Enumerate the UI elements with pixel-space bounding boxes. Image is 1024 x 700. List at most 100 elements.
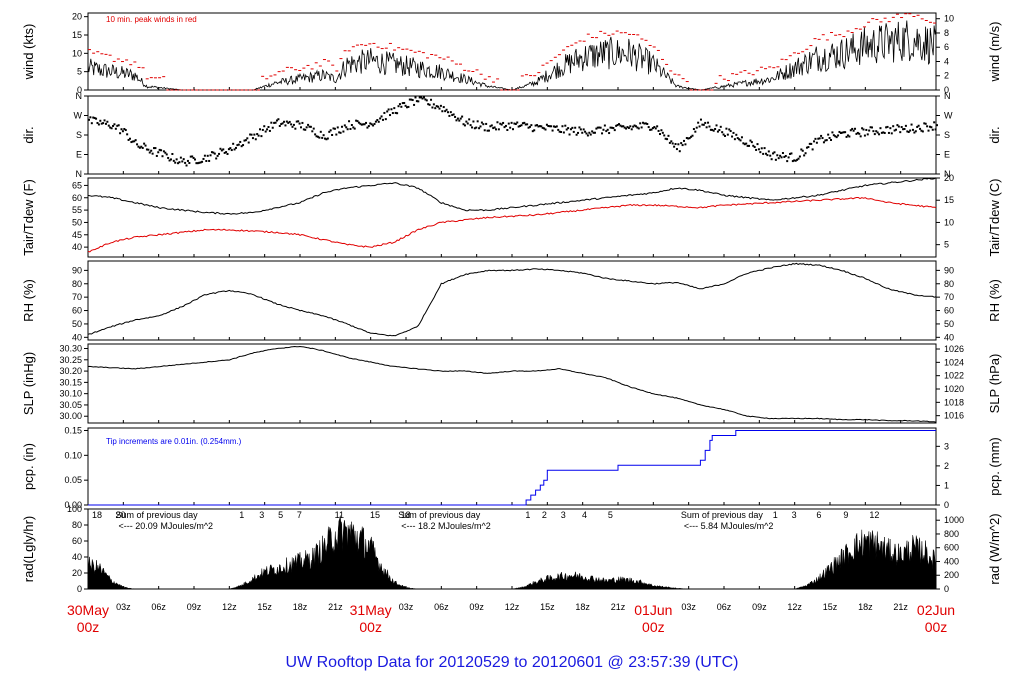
dir-point — [510, 121, 513, 124]
dir-point — [420, 96, 423, 99]
dir-point — [232, 142, 235, 145]
dir-point — [465, 120, 468, 123]
dir-point — [683, 139, 686, 142]
dir-point — [794, 159, 797, 162]
dir-point — [777, 157, 780, 160]
dir-point — [250, 133, 253, 136]
dir-point — [225, 151, 228, 154]
dir-point — [602, 128, 605, 131]
dir-point — [660, 129, 663, 132]
dir-point — [287, 121, 290, 124]
dir-point — [598, 126, 601, 129]
series-tdew — [87, 197, 937, 253]
rad-daily-total: <--- 20.09 MJoules/m^2 — [119, 521, 214, 531]
dir-point — [644, 122, 647, 125]
rad-hour-mark: 12 — [869, 510, 879, 520]
dir-point — [226, 152, 229, 155]
dir-point — [755, 148, 758, 151]
dir-point — [202, 157, 205, 160]
dir-point — [622, 125, 625, 128]
dir-point — [253, 133, 256, 136]
dir-point — [933, 121, 936, 124]
dir-point — [530, 124, 533, 127]
slp-ylabel: SLP (inHg) — [21, 352, 36, 415]
dir-point — [814, 137, 817, 140]
dir-point — [322, 134, 325, 137]
dir-point — [277, 118, 280, 121]
dir-point — [854, 127, 857, 130]
dir-point — [904, 124, 907, 127]
dir-point — [849, 129, 852, 132]
dir-point — [516, 121, 519, 124]
dir-point — [685, 136, 688, 139]
dir-point — [513, 122, 516, 125]
dir-point — [161, 155, 164, 158]
dir-point — [88, 118, 90, 121]
x-hour-label: 06z — [717, 602, 732, 612]
dir-point — [168, 159, 171, 162]
wind-ytick-label: 5 — [77, 67, 82, 77]
dir-point — [195, 162, 198, 165]
dir-point — [883, 132, 886, 135]
dir-point — [291, 125, 294, 128]
dir-point — [920, 129, 923, 132]
temp-ytick-label: 60 — [72, 193, 82, 203]
dir-point — [930, 126, 933, 129]
dir-point — [921, 130, 924, 133]
dir-point — [934, 128, 937, 131]
dir-point — [489, 125, 492, 128]
dir-point — [325, 138, 328, 141]
dir-point — [124, 129, 127, 132]
dir-point — [121, 130, 124, 133]
dir-point — [616, 124, 619, 127]
dir-point — [263, 125, 266, 128]
dir-point — [391, 112, 394, 115]
slp-ytick-right-label: 1016 — [944, 411, 964, 421]
dir-point — [811, 148, 814, 151]
rad-ytick-right-label: 1000 — [944, 515, 964, 525]
panel-rad: 02040608010002004006008001000rad(Lgly/hr… — [21, 504, 1002, 594]
dir-point — [381, 118, 384, 121]
dir-point — [893, 129, 896, 132]
dir-point — [119, 132, 122, 135]
dir-point — [319, 130, 322, 133]
dir-point — [359, 122, 362, 125]
dir-point — [259, 128, 262, 131]
dir-point — [240, 145, 243, 148]
dir-point — [191, 155, 194, 158]
panel-temp: 40 45 50 55 60 65 5 10 15 20 Tair/Tdew (F) Tair/Tde… — [21, 173, 1002, 258]
x-day-label: 31May — [350, 602, 392, 618]
dir-point — [757, 148, 760, 151]
dir-point — [742, 142, 745, 145]
dir-point — [209, 154, 212, 157]
dir-point — [882, 131, 885, 134]
dir-point — [545, 123, 548, 126]
dir-point — [903, 127, 906, 130]
dir-point — [485, 122, 488, 125]
dir-point — [889, 127, 892, 130]
dir-point — [817, 137, 820, 140]
dir-point — [302, 128, 305, 131]
dir-point — [396, 112, 399, 115]
dir-point — [608, 132, 611, 135]
dir-point — [145, 148, 148, 151]
rad-hour-mark: 4 — [582, 510, 587, 520]
dir-point — [548, 125, 551, 128]
dir-point — [781, 152, 784, 155]
dir-point — [845, 135, 848, 138]
dir-point — [366, 126, 369, 129]
dir-point — [404, 104, 407, 107]
dir-point — [294, 127, 297, 130]
dir-point — [540, 125, 543, 128]
dir-point — [499, 122, 502, 125]
dir-point — [663, 134, 666, 137]
dir-point — [666, 138, 669, 141]
dir-point — [438, 107, 441, 110]
dir-point — [304, 128, 307, 131]
dir-point — [400, 105, 403, 108]
dir-point — [625, 127, 628, 130]
wind-ytick-right-label: 8 — [944, 28, 949, 38]
dir-point — [398, 103, 401, 106]
dir-point — [698, 125, 701, 128]
dir-point — [552, 125, 555, 128]
